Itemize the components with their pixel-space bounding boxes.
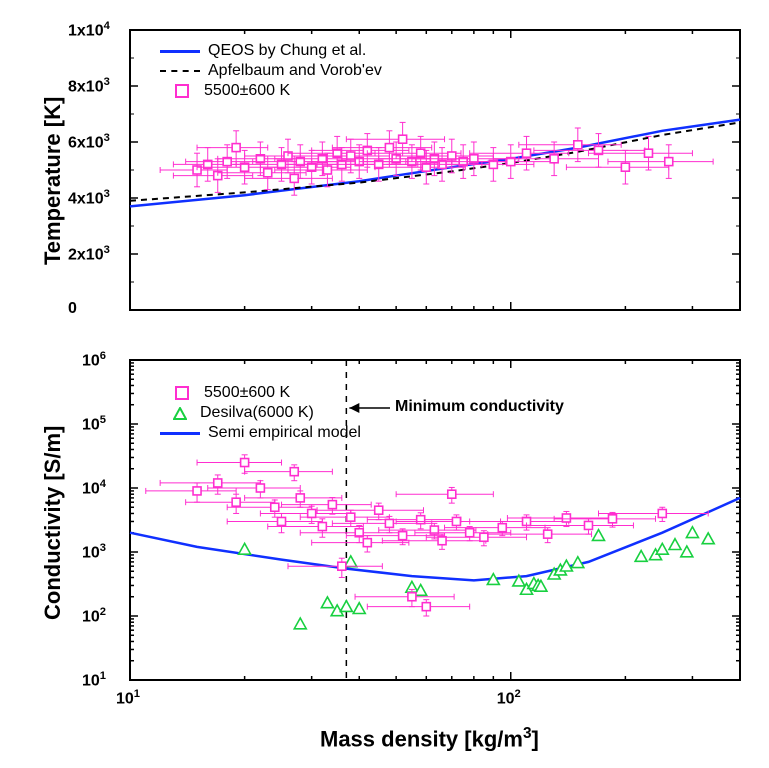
- tick-label: 103: [82, 542, 106, 562]
- legend-swatch-triangle-wrap: [160, 407, 200, 420]
- legend-swatch-line-solid: [160, 432, 200, 435]
- top-y-axis-label: Temperature [K]: [40, 97, 66, 265]
- min-conductivity-annotation: Minimum conductivity: [395, 398, 564, 416]
- legend-swatch-line-solid: [160, 50, 200, 53]
- legend-swatch-line-dash: [160, 70, 200, 72]
- tick-label: 102: [82, 606, 106, 626]
- legend-label: 5500±600 K: [204, 82, 290, 100]
- legend-item-desilva: Desilva(6000 K): [160, 404, 361, 422]
- legend-label: Apfelbaum and Vorob'ev: [208, 62, 382, 80]
- tick-label: 4x103: [68, 188, 110, 208]
- tick-label: 101: [116, 688, 140, 708]
- legend-swatch-square: [175, 386, 189, 400]
- legend-label: Semi empirical model: [208, 424, 361, 442]
- triangle-icon: [173, 407, 187, 420]
- legend-item-semi: Semi empirical model: [160, 424, 361, 442]
- tick-label: 6x103: [68, 132, 110, 152]
- legend-item-qeos: QEOS by Chung et al.: [160, 42, 382, 60]
- legend-item-apfel: Apfelbaum and Vorob'ev: [160, 62, 382, 80]
- tick-label: 106: [82, 350, 106, 370]
- tick-label: 8x103: [68, 76, 110, 96]
- figure-container: Temperature [K] Conductivity [S/m] Mass …: [0, 0, 769, 768]
- legend-label: Desilva(6000 K): [200, 404, 314, 422]
- legend-label: 5500±600 K: [204, 384, 290, 402]
- legend-swatch-square: [175, 84, 189, 98]
- legend-item-5500k-bot: 5500±600 K: [160, 384, 361, 402]
- plot-svg: [0, 0, 769, 768]
- legend-item-5500k-top: 5500±600 K: [160, 82, 382, 100]
- tick-label: 102: [497, 688, 521, 708]
- tick-label: 105: [82, 414, 106, 434]
- bottom-legend: 5500±600 K Desilva(6000 K) Semi empirica…: [160, 382, 361, 444]
- bottom-y-axis-label: Conductivity [S/m]: [40, 426, 66, 620]
- x-axis-label: Mass density [kg/m3]: [320, 725, 539, 752]
- tick-label: 1x104: [68, 20, 110, 40]
- tick-label: 0: [68, 300, 77, 318]
- tick-label: 104: [82, 478, 106, 498]
- tick-label: 2x103: [68, 244, 110, 264]
- top-legend: QEOS by Chung et al. Apfelbaum and Vorob…: [160, 40, 382, 102]
- tick-label: 101: [82, 670, 106, 690]
- legend-label: QEOS by Chung et al.: [208, 42, 366, 60]
